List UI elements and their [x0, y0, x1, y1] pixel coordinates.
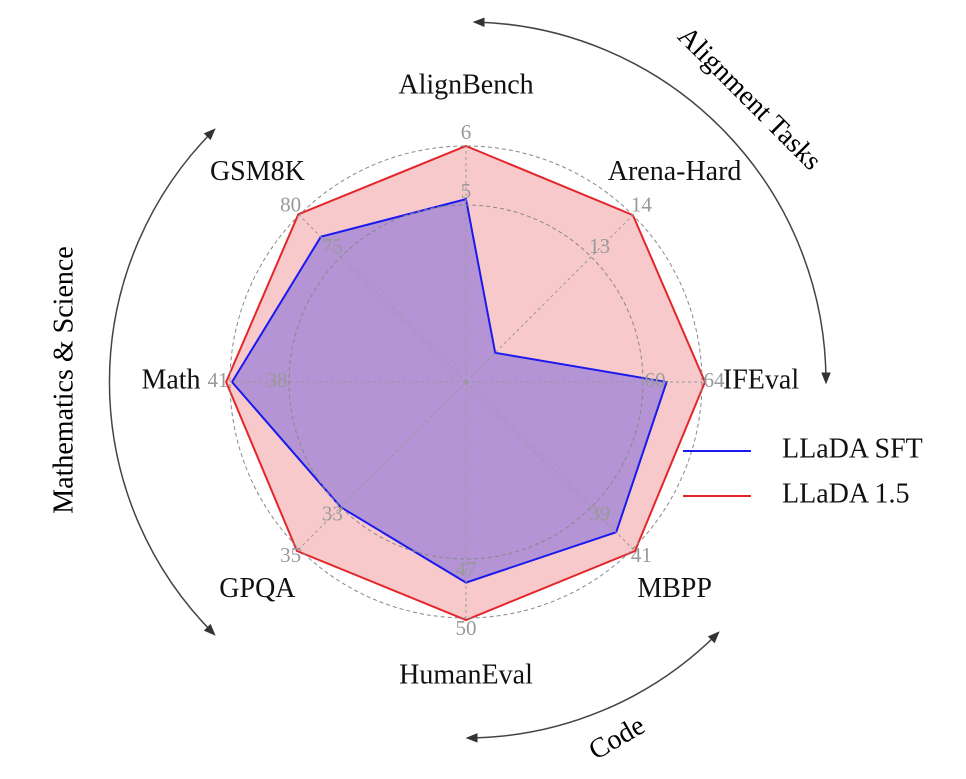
tick-label: 6 [461, 120, 472, 144]
grid-circle [229, 145, 703, 619]
tick-label: 75 [322, 234, 343, 258]
tick-label: 41 [208, 368, 229, 392]
legend-label: LLaDA 1.5 [782, 478, 910, 509]
tick-label: 47 [456, 557, 477, 581]
tick-label: 14 [631, 192, 653, 216]
tick-label: 5 [461, 179, 472, 203]
tick-label: 50 [456, 616, 477, 640]
legend-label: LLaDA SFT [782, 433, 923, 464]
category-label: MBPP [637, 573, 712, 604]
tick-label: 39 [589, 501, 610, 525]
category-label: IFEval [723, 364, 799, 395]
category-label: GSM8K [210, 156, 305, 187]
tick-label: 60 [645, 368, 666, 392]
category-label: GPQA [219, 573, 296, 604]
tick-label: 33 [322, 501, 343, 525]
arc-math [108, 128, 216, 636]
annotation: Mathematics & Science [48, 246, 79, 513]
tick-label: 38 [267, 368, 288, 392]
annotation: Alignment Tasks [671, 21, 827, 177]
arc-code [465, 631, 720, 743]
tick-label: 35 [280, 543, 301, 567]
tick-label: 13 [589, 234, 610, 258]
tick-label: 64 [704, 368, 726, 392]
category-label: AlignBench [398, 69, 533, 100]
annotation: Code [584, 710, 651, 766]
tick-label: 80 [280, 192, 301, 216]
category-label: Math [141, 364, 200, 395]
category-label: Arena-Hard [608, 156, 742, 187]
tick-label: 41 [631, 543, 652, 567]
group-arcs [108, 17, 831, 743]
arc-alignment [472, 17, 831, 385]
grid-circle [288, 204, 644, 560]
category-label: HumanEval [399, 659, 533, 690]
